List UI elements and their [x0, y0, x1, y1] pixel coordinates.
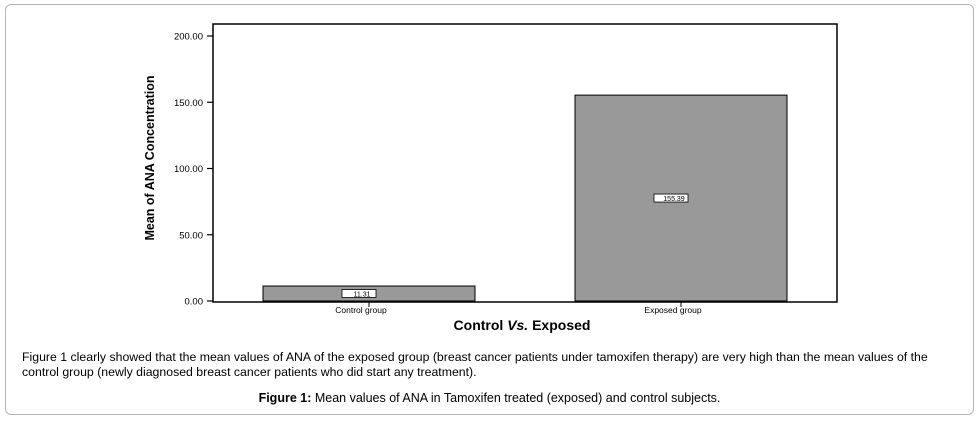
x-axis-title: Control Vs. Exposed: [454, 317, 591, 333]
figure-caption: Figure 1: Mean values of ANA in Tamoxife…: [0, 391, 979, 405]
data-label-box: [341, 289, 377, 298]
data-label: 155.39: [663, 196, 685, 203]
figure-label: Figure 1:: [258, 391, 312, 405]
x-tick-label: Control group: [335, 305, 387, 315]
y-tick-label: 50.00: [179, 230, 203, 241]
figure-caption-text: Mean values of ANA in Tamoxifen treated …: [311, 391, 721, 405]
data-label-box: [653, 193, 689, 203]
y-tick-label: 150.00: [174, 98, 203, 109]
x-axis: Control group Exposed group: [335, 302, 702, 315]
y-tick-label: 200.00: [174, 32, 203, 43]
y-tick-label: 0.00: [185, 297, 204, 308]
figure-description: Figure 1 clearly showed that the mean va…: [22, 350, 928, 379]
y-axis-title: Mean of ANA Concentration: [143, 75, 157, 240]
x-axis-title-pre: Control: [454, 317, 508, 333]
x-axis-title-post: Exposed: [528, 317, 590, 333]
x-tick-label: Exposed group: [644, 305, 701, 315]
data-label: 11.31: [354, 292, 371, 299]
y-tick-label: 100.00: [174, 164, 203, 175]
bars: 11.31 155.39: [262, 94, 788, 302]
x-axis-title-vs: Vs.: [507, 317, 528, 333]
y-axis: 0.00 50.00 100.00 150.00 200.00: [174, 32, 213, 308]
